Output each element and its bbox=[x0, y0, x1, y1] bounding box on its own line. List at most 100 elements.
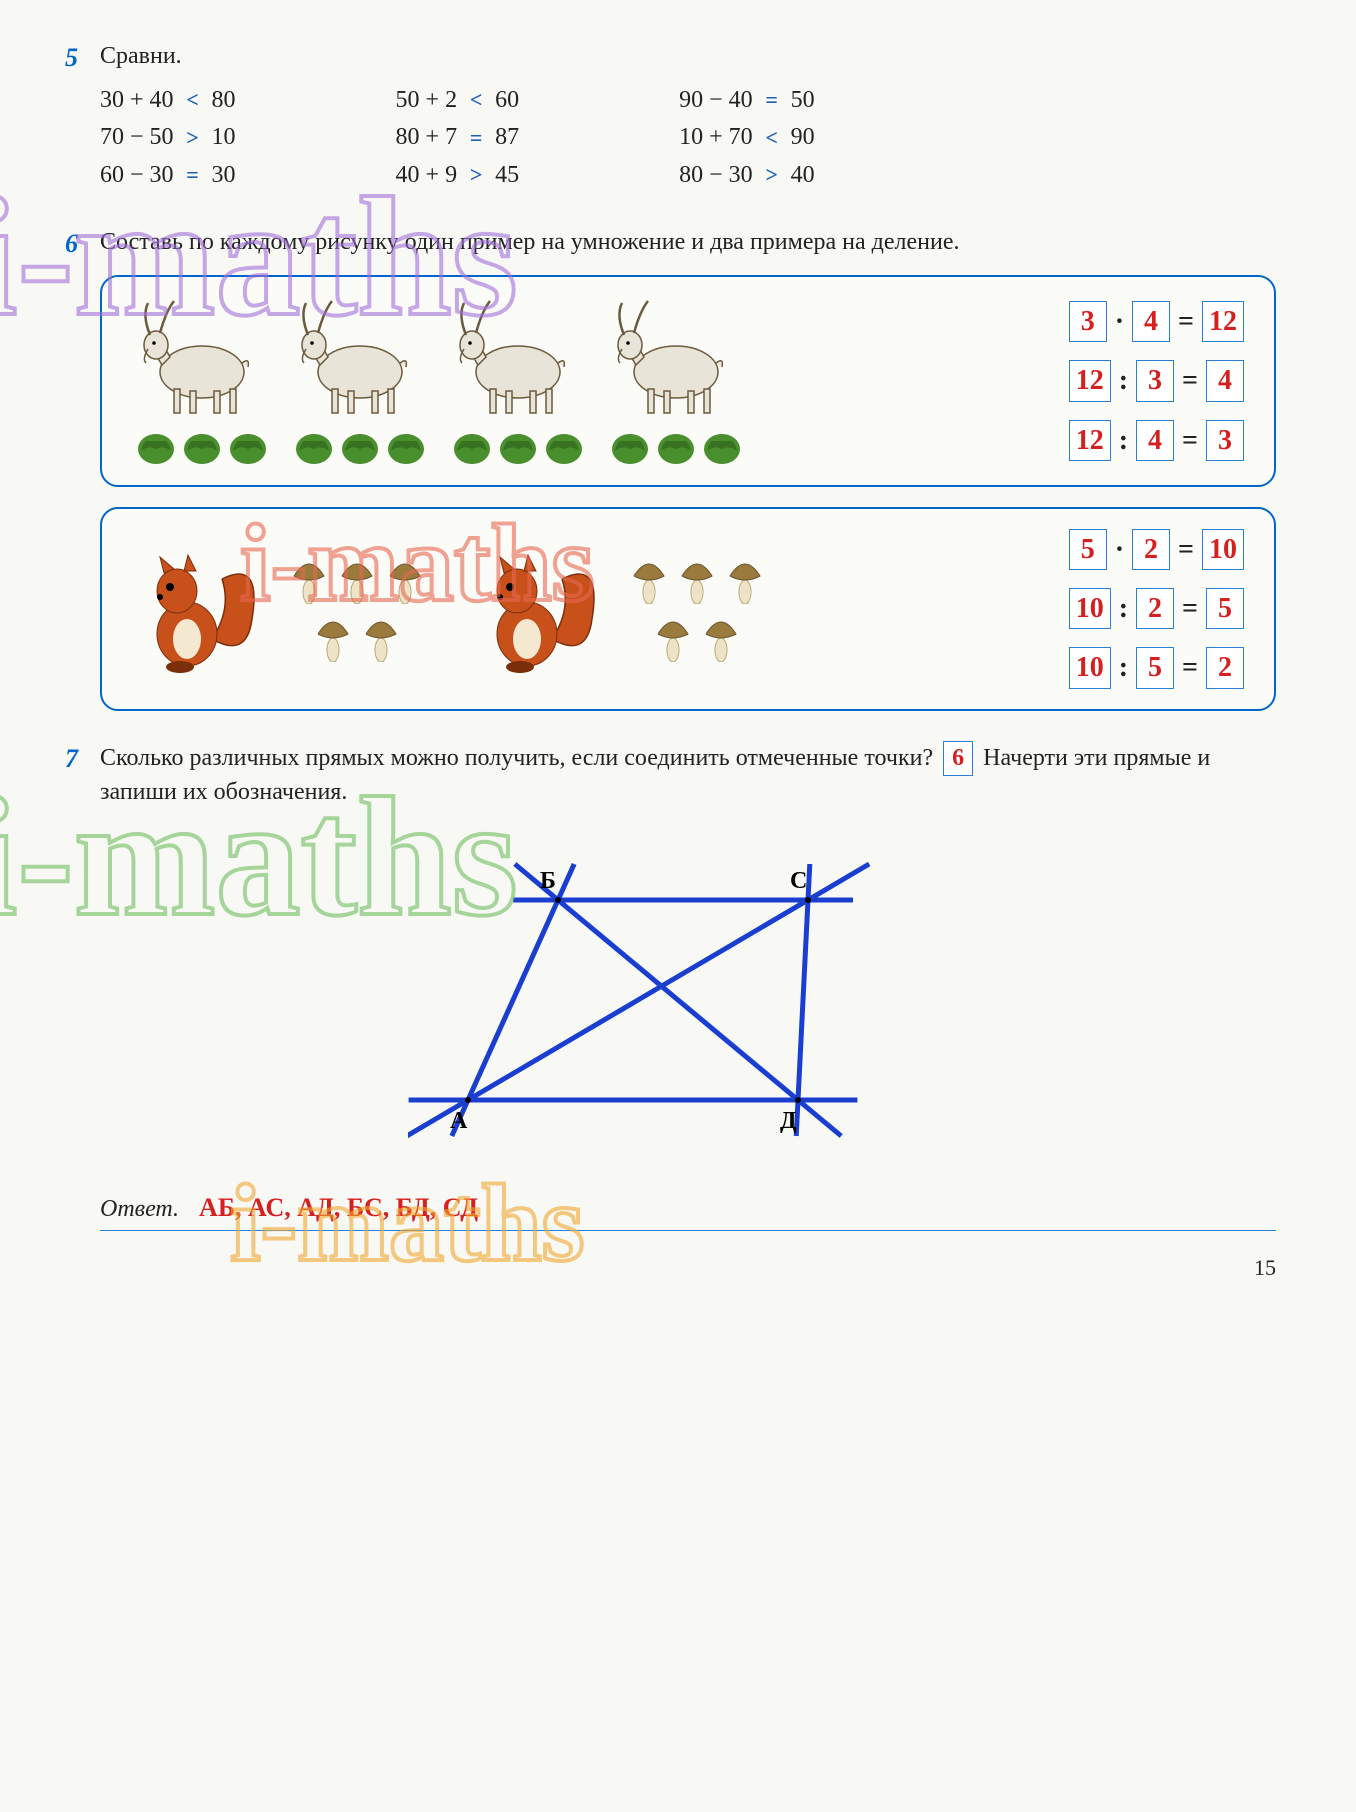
cabbage-icon bbox=[135, 425, 177, 465]
cabbage-icon bbox=[497, 425, 539, 465]
compare-right: 60 bbox=[495, 84, 519, 118]
mushroom-icon bbox=[338, 556, 376, 604]
compare-right: 10 bbox=[212, 121, 236, 155]
equations-panel-1: 3 · 4 = 1212 : 3 = 412 : 4 = 3 bbox=[1069, 301, 1244, 461]
answer-label: Ответ. bbox=[100, 1193, 179, 1227]
eq-operand: 3 bbox=[1069, 301, 1107, 342]
eq-result: 3 bbox=[1206, 420, 1244, 461]
compare-symbol: = bbox=[180, 163, 206, 189]
compare-symbol: > bbox=[180, 125, 206, 151]
goat-group bbox=[132, 297, 272, 465]
mushroom-icon bbox=[290, 556, 328, 604]
cabbage-icon bbox=[227, 425, 269, 465]
eq-result: 12 bbox=[1202, 301, 1244, 342]
svg-text:А: А bbox=[450, 1108, 468, 1134]
svg-text:Б: Б bbox=[540, 868, 556, 894]
cabbage-icon bbox=[701, 425, 743, 465]
compare-left: 60 − 30 bbox=[100, 159, 174, 193]
cabbage-icon bbox=[385, 425, 427, 465]
equations-panel-2: 5 · 2 = 1010 : 2 = 510 : 5 = 2 bbox=[1069, 529, 1244, 689]
task-7: 7 Сколько различных прямых можно получит… bbox=[100, 741, 1276, 1232]
equation-line: 10 : 2 = 5 bbox=[1069, 588, 1244, 629]
mushroom-icon bbox=[630, 556, 668, 604]
squirrel-group bbox=[472, 539, 772, 679]
compare-row: 80 + 7 = 87 bbox=[396, 121, 520, 155]
goat-icon bbox=[132, 297, 272, 417]
goat-group bbox=[606, 297, 746, 465]
eq-operand: 10 bbox=[1069, 588, 1111, 629]
cabbage-icon bbox=[451, 425, 493, 465]
geometry-figure: АБСД bbox=[408, 840, 968, 1170]
eq-equals: = bbox=[1182, 421, 1198, 460]
mushroom-icon bbox=[654, 614, 692, 662]
eq-equals: = bbox=[1182, 361, 1198, 400]
answer-line: Ответ. АБ, АС, АД, БС, БД, СД bbox=[100, 1190, 1276, 1232]
eq-operator: : bbox=[1119, 421, 1128, 460]
compare-symbol: < bbox=[463, 87, 489, 113]
compare-symbol: = bbox=[759, 87, 785, 113]
equation-line: 10 : 5 = 2 bbox=[1069, 647, 1244, 688]
eq-result: 5 bbox=[1206, 588, 1244, 629]
goat-icon bbox=[448, 297, 588, 417]
eq-equals: = bbox=[1182, 648, 1198, 687]
compare-row: 50 + 2 < 60 bbox=[396, 84, 520, 118]
squirrel-group bbox=[132, 539, 432, 679]
eq-operand: 2 bbox=[1132, 529, 1170, 570]
compare-right: 40 bbox=[791, 159, 815, 193]
compare-row: 80 − 30 > 40 bbox=[679, 159, 815, 193]
squirrel-icon bbox=[132, 539, 262, 679]
equation-line: 3 · 4 = 12 bbox=[1069, 301, 1244, 342]
compare-left: 80 − 30 bbox=[679, 159, 753, 193]
compare-right: 87 bbox=[495, 121, 519, 155]
answer-text: АБ, АС, АД, БС, БД, СД bbox=[199, 1190, 478, 1226]
eq-operand: 12 bbox=[1069, 420, 1111, 461]
eq-operator: : bbox=[1119, 589, 1128, 628]
eq-operator: · bbox=[1115, 530, 1124, 569]
eq-operand: 2 bbox=[1136, 588, 1174, 629]
compare-row: 30 + 40 < 80 bbox=[100, 84, 236, 118]
mushroom-icon bbox=[726, 556, 764, 604]
compare-left: 90 − 40 bbox=[679, 84, 753, 118]
compare-left: 70 − 50 bbox=[100, 121, 174, 155]
eq-equals: = bbox=[1178, 530, 1194, 569]
eq-operator: : bbox=[1119, 361, 1128, 400]
cabbage-icon bbox=[543, 425, 585, 465]
compare-right: 30 bbox=[212, 159, 236, 193]
compare-left: 40 + 9 bbox=[396, 159, 458, 193]
compare-right: 50 bbox=[791, 84, 815, 118]
cabbage-icon bbox=[293, 425, 335, 465]
panel-squirrels: 5 · 2 = 1010 : 2 = 510 : 5 = 2 bbox=[100, 507, 1276, 711]
cabbage-icon bbox=[339, 425, 381, 465]
eq-equals: = bbox=[1178, 302, 1194, 341]
eq-result: 10 bbox=[1202, 529, 1244, 570]
task-5: 5 Сравни. 30 + 40 < 8070 − 50 > 1060 − 3… bbox=[100, 40, 1276, 196]
task-title: Сравни. bbox=[100, 43, 182, 69]
compare-row: 60 − 30 = 30 bbox=[100, 159, 236, 193]
eq-result: 4 bbox=[1206, 360, 1244, 401]
eq-operand: 5 bbox=[1069, 529, 1107, 570]
compare-symbol: > bbox=[759, 163, 785, 189]
task-6: 6 Составь по каждому рисунку один пример… bbox=[100, 226, 1276, 710]
goat-group bbox=[290, 297, 430, 465]
svg-text:С: С bbox=[790, 868, 807, 894]
eq-equals: = bbox=[1182, 589, 1198, 628]
goat-group bbox=[448, 297, 588, 465]
compare-row: 40 + 9 > 45 bbox=[396, 159, 520, 193]
equation-line: 12 : 3 = 4 bbox=[1069, 360, 1244, 401]
mushroom-icon bbox=[386, 556, 424, 604]
eq-operand: 5 bbox=[1136, 647, 1174, 688]
compare-row: 90 − 40 = 50 bbox=[679, 84, 815, 118]
cabbage-icon bbox=[181, 425, 223, 465]
task-text: Составь по каждому рисунку один пример н… bbox=[100, 229, 959, 255]
compare-left: 10 + 70 bbox=[679, 121, 753, 155]
task-number: 6 bbox=[65, 226, 78, 262]
eq-operand: 4 bbox=[1132, 301, 1170, 342]
mushroom-icon bbox=[362, 614, 400, 662]
compare-left: 80 + 7 bbox=[396, 121, 458, 155]
compare-symbol: < bbox=[180, 87, 206, 113]
cabbage-icon bbox=[609, 425, 651, 465]
equation-line: 5 · 2 = 10 bbox=[1069, 529, 1244, 570]
compare-symbol: > bbox=[463, 163, 489, 189]
eq-operand: 12 bbox=[1069, 360, 1111, 401]
task-number: 7 bbox=[65, 741, 78, 777]
